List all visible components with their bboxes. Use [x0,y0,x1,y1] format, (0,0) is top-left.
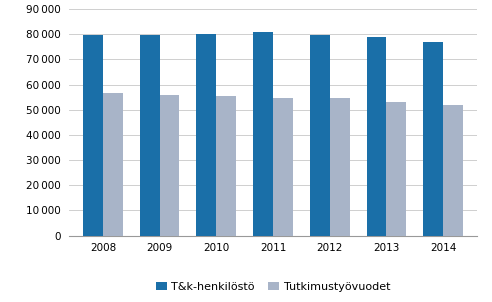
Legend: T&k-henkilöstö, Tutkimustyövuodet: T&k-henkilöstö, Tutkimustyövuodet [152,277,395,296]
Bar [273,98,293,236]
Bar [196,34,216,236]
Bar [83,36,103,236]
Bar [367,37,387,236]
Bar [216,96,236,236]
Bar [387,102,406,236]
Bar [443,105,463,236]
Bar [310,36,330,236]
Bar [159,95,180,236]
Bar [140,36,159,236]
Bar [253,32,273,236]
Bar [103,93,123,236]
Bar [330,98,350,236]
Bar [423,42,443,236]
